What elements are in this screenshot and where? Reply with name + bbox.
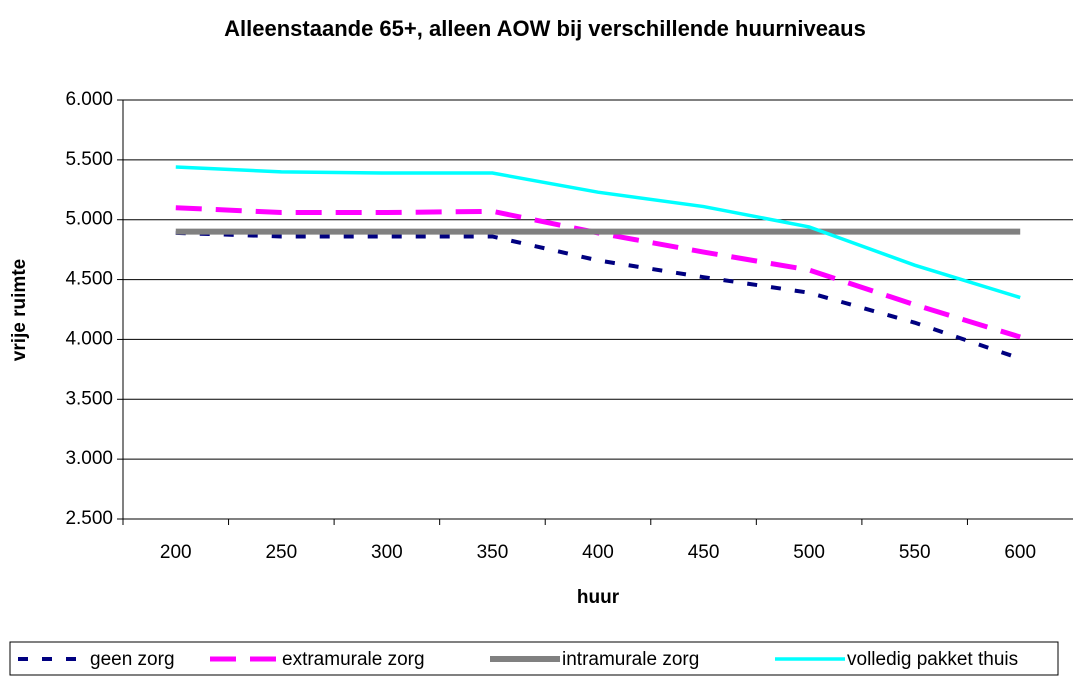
x-tick-label: 600 xyxy=(1004,542,1036,563)
y-tick-label: 5.000 xyxy=(65,209,113,230)
legend-label: geen zorg xyxy=(90,649,175,670)
y-tick-label: 3.000 xyxy=(65,448,113,469)
x-tick-label: 350 xyxy=(477,542,509,563)
x-tick-label: 200 xyxy=(160,542,192,563)
y-tick-label: 4.000 xyxy=(65,328,113,349)
x-tick-label: 250 xyxy=(265,542,297,563)
y-axis-label: vrije ruimte xyxy=(9,259,30,361)
y-tick-label: 3.500 xyxy=(65,388,113,409)
x-tick-label: 300 xyxy=(371,542,403,563)
x-tick-label: 550 xyxy=(899,542,931,563)
x-tick-label: 450 xyxy=(688,542,720,563)
x-axis-label: huur xyxy=(577,587,620,608)
y-tick-label: 2.500 xyxy=(65,508,113,529)
y-tick-label: 6.000 xyxy=(65,89,113,110)
y-tick-label: 5.500 xyxy=(65,149,113,170)
chart-title: Alleenstaande 65+, alleen AOW bij versch… xyxy=(224,16,866,41)
legend-label: extramurale zorg xyxy=(282,649,425,670)
y-tick-label: 4.500 xyxy=(65,269,113,290)
legend-label: volledig pakket thuis xyxy=(847,649,1018,670)
legend-box xyxy=(9,641,1059,676)
x-tick-label: 500 xyxy=(793,542,825,563)
x-tick-label: 400 xyxy=(582,542,614,563)
series-line xyxy=(175,165,1021,300)
legend-label: intramurale zorg xyxy=(562,649,699,670)
